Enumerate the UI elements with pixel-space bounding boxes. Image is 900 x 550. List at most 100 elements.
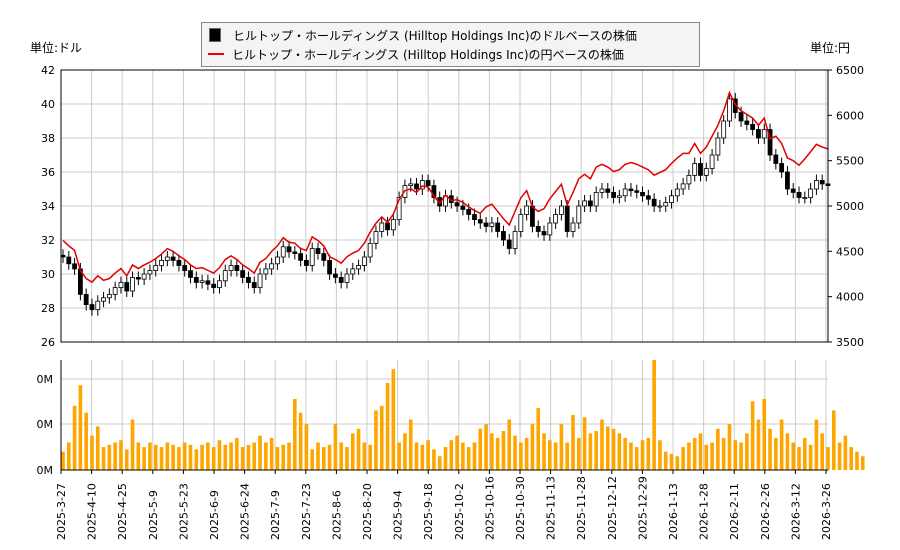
candle (321, 253, 327, 261)
x-tick-label: 2025-8-6 (330, 490, 343, 540)
candle (176, 259, 182, 266)
volume-bar (420, 444, 425, 470)
candle (263, 268, 269, 275)
legend-item-jpy: ヒルトップ・ホールディングス (Hilltop Holdings Inc)の円ベ… (208, 45, 624, 63)
candle (182, 265, 188, 271)
volume-bar (814, 419, 819, 470)
volume-bar (258, 435, 262, 470)
volume-bar (716, 428, 720, 470)
candle (390, 219, 396, 231)
candle (715, 137, 721, 156)
volume-bar (524, 437, 529, 470)
candle (193, 276, 199, 283)
candle (135, 276, 141, 280)
x-tick-label: 2026-2-26 (759, 483, 772, 540)
volume-bar (333, 424, 338, 470)
candle (535, 225, 541, 232)
candle (95, 300, 101, 311)
volume-bar (171, 444, 175, 470)
candle (611, 191, 616, 198)
x-tick-label: 2025-9-4 (392, 490, 405, 540)
volume-bar (466, 447, 471, 470)
candle (814, 180, 819, 190)
candle (553, 214, 559, 224)
candle (101, 297, 106, 302)
volume-bar (675, 456, 680, 470)
candle (240, 270, 246, 278)
volume-bar (855, 451, 859, 470)
candle (767, 129, 773, 156)
x-tick-label: 2025-5-23 (177, 483, 190, 540)
candle (559, 205, 564, 215)
y-tick-label-usd: 34 (41, 200, 55, 213)
candle (205, 280, 211, 285)
candle (738, 112, 744, 122)
volume-bar (374, 410, 378, 470)
candle (501, 231, 506, 241)
y-tick-label-jpy: 6000 (836, 109, 864, 122)
volume-bar (843, 435, 848, 470)
y-tick-label-usd: 30 (41, 268, 55, 281)
volume-bar (559, 424, 564, 470)
candle (228, 265, 234, 271)
candle (512, 231, 518, 249)
volume-bar (119, 440, 123, 470)
legend-swatch-usd (209, 28, 221, 42)
volume-bar (634, 447, 639, 470)
candle (541, 231, 547, 236)
candle (66, 256, 72, 265)
volume-bar (594, 431, 598, 470)
volume-bar (124, 449, 129, 470)
legend-label-usd: ヒルトップ・ホールディングス (Hilltop Holdings Inc)のドル… (233, 28, 637, 43)
volume-bar (287, 442, 291, 470)
volume-bar (640, 440, 645, 470)
volume-bar (177, 447, 181, 470)
candle (686, 174, 692, 185)
volume-bar (136, 442, 141, 470)
candle (599, 188, 605, 193)
volume-bar (826, 447, 830, 470)
volume-bar (252, 442, 257, 470)
candle (124, 282, 130, 292)
candle (466, 208, 472, 215)
volume-bar (739, 442, 743, 470)
candle (332, 273, 338, 278)
candle (703, 168, 709, 176)
candle (130, 276, 135, 292)
volume-bar (553, 442, 558, 470)
volume-bar (797, 447, 801, 470)
candle (547, 222, 553, 236)
candle (379, 222, 385, 232)
volume-bar (432, 449, 436, 470)
x-tick-label: 2025-8-20 (361, 483, 374, 540)
candle (367, 242, 373, 258)
candle (425, 180, 431, 186)
volume-bar (681, 447, 685, 470)
candle (234, 265, 240, 271)
candle (246, 276, 251, 283)
volume-bar (304, 424, 309, 470)
candle (761, 129, 767, 139)
y-tick-label-usd: 40 (41, 98, 55, 111)
candle (164, 256, 170, 261)
y-tick-label-jpy: 5000 (836, 200, 864, 213)
volume-bar (194, 449, 199, 470)
candle (83, 293, 89, 305)
candle (674, 188, 680, 197)
candle (634, 190, 640, 193)
volume-bar (571, 415, 575, 470)
candle (298, 253, 304, 261)
candle (773, 154, 779, 164)
candle (582, 200, 587, 207)
candle (744, 120, 750, 125)
candle (640, 191, 645, 197)
candle (472, 214, 477, 220)
candle (141, 273, 147, 280)
volume-bar (321, 447, 326, 470)
candle (118, 282, 124, 288)
candle (188, 270, 193, 278)
x-tick-label: 2025-4-10 (86, 483, 99, 540)
x-tick-label: 2025-3-27 (55, 483, 68, 540)
volume-bar (61, 451, 65, 470)
